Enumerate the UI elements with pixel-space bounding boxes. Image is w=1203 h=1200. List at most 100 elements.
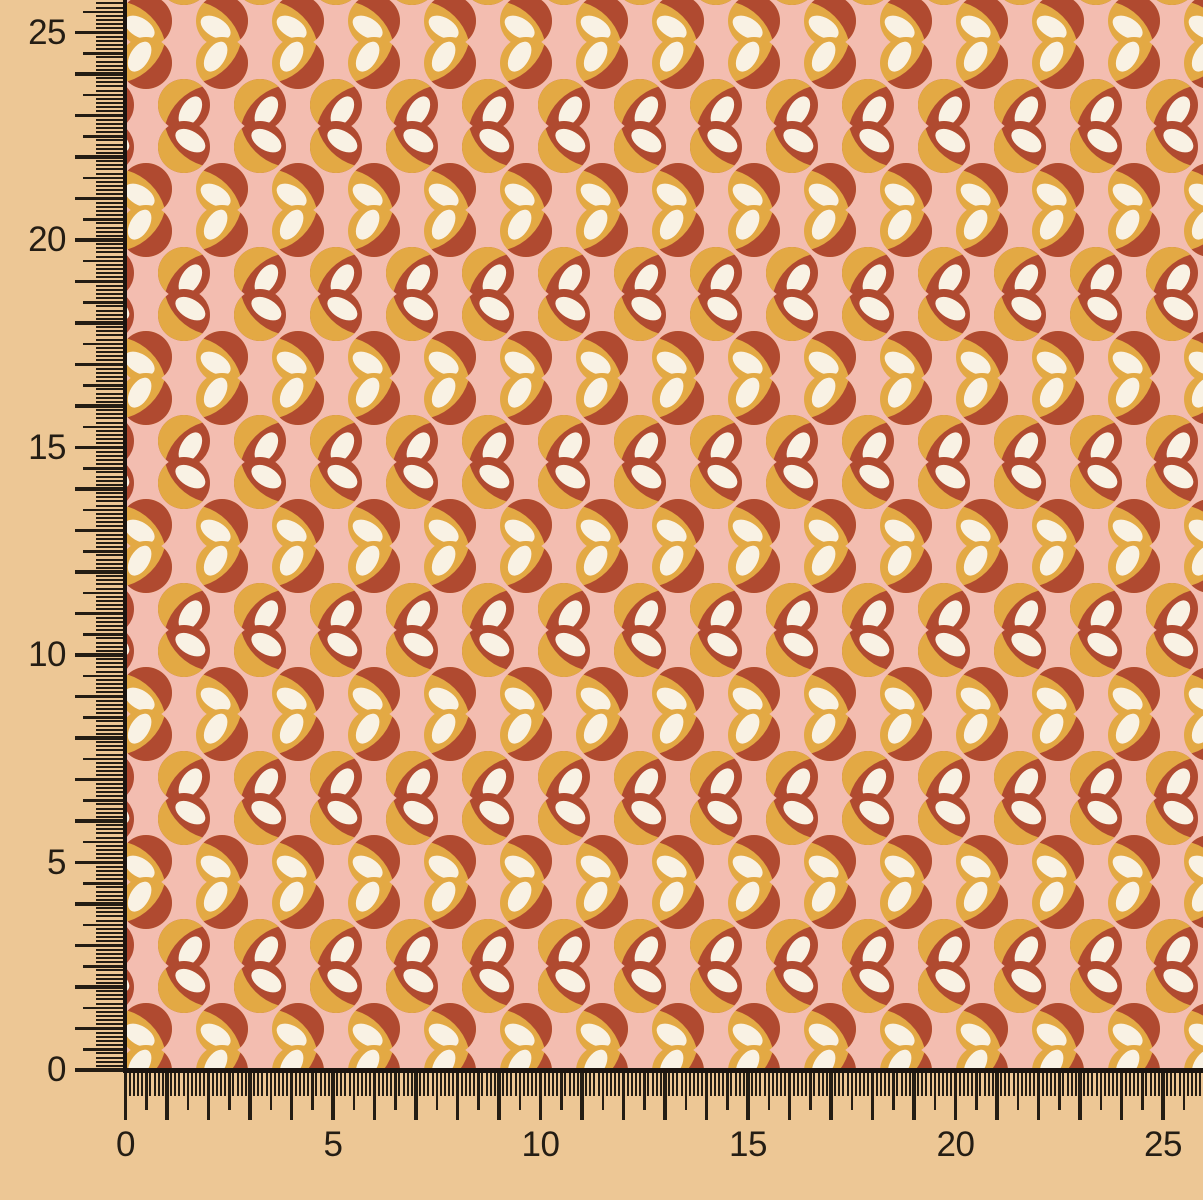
ruler-tick [83,923,123,926]
ruler-tick [966,1073,969,1096]
ruler-tick [123,1073,128,1120]
ruler-tick [771,1073,774,1096]
ruler-tick [468,1073,471,1096]
ruler-tick [958,1073,961,1096]
ruler-tick [75,487,123,491]
ruler-tick [75,1026,123,1031]
ruler-tick [157,1073,160,1096]
ruler-tick [755,1073,758,1096]
ruler-tick [659,1073,662,1096]
ruler-tick [344,1073,347,1096]
ruler-tick [83,965,123,968]
ruler-tick [946,1073,949,1096]
ruler-tick [75,1068,123,1072]
ruler-tick [859,1073,862,1096]
ruler-tick [96,504,123,507]
ruler-tick [406,1073,409,1096]
ruler-tick [576,1073,579,1096]
ruler-tick [464,1073,467,1096]
ruler-tick [1054,1073,1057,1096]
ruler-tick [1157,1073,1160,1096]
ruler-tick [96,936,123,939]
ruler-tick [75,902,123,906]
ruler-tick [651,1073,654,1096]
ruler-tick [96,263,123,266]
ruler-tick [96,919,123,922]
ruler-tick [365,1073,368,1096]
ruler-tick [1012,1073,1015,1096]
ruler-tick [867,1073,870,1096]
ruler-tick [96,247,123,250]
ruler-tick [96,2,123,5]
ruler-tick [1178,1073,1181,1096]
ruler-tick [1137,1073,1140,1096]
ruler-tick [96,683,123,686]
ruler-tick [1149,1073,1152,1096]
ruler-tick [96,720,123,723]
ruler-tick [96,600,123,603]
ruler-tick [96,836,123,839]
ruler-tick [96,616,123,619]
ruler-tick [568,1073,571,1096]
ruler-tick [96,1060,123,1063]
ruler-tick [1108,1073,1111,1096]
ruler-tick [257,1073,260,1096]
ruler-tick [96,541,123,544]
ruler-tick [83,135,123,138]
ruler-tick [398,1073,401,1096]
ruler-tick [427,1073,430,1096]
ruler-tick [96,139,123,142]
ruler-tick [96,533,123,536]
ruler-tick [83,508,123,511]
ruler-tick [854,1073,857,1096]
ruler-tick [96,251,123,254]
ruler-tick [787,1073,792,1120]
ruler-tick [96,168,123,171]
ruler-tick [875,1073,878,1096]
ruler-tick [96,122,123,125]
ruler-tick [96,803,123,806]
ruler-tick [195,1073,198,1096]
ruler-tick [298,1073,301,1096]
ruler-tick [170,1073,173,1096]
ruler-tick [1119,1073,1124,1120]
ruler-bottom-label-15: 15 [729,1125,767,1164]
ruler-tick [597,1073,600,1096]
ruler-tick [1074,1073,1077,1096]
ruler-tick [75,777,123,782]
ruler-tick [96,226,123,229]
ruler-tick [96,940,123,943]
ruler-tick [381,1073,384,1096]
ruler-tick [1016,1073,1019,1110]
ruler-tick [96,857,123,860]
ruler-tick [96,64,123,67]
ruler-tick [248,1073,252,1120]
ruler-tick [75,362,123,367]
ruler-tick [96,346,123,349]
ruler-tick [419,1073,422,1096]
ruler-tick [751,1073,754,1096]
ruler-tick [356,1073,359,1096]
ruler-tick [995,1073,999,1120]
ruler-tick [96,1015,123,1018]
ruler-tick [96,1064,123,1067]
ruler-tick [96,724,123,727]
ruler-tick [953,1073,958,1120]
ruler-tick [742,1073,745,1096]
ruler-tick [730,1073,733,1096]
ruler-tick [514,1073,517,1096]
ruler-tick [734,1073,737,1096]
ruler-tick [518,1073,521,1110]
ruler-tick [921,1073,924,1096]
ruler-tick [96,19,123,22]
ruler-tick [908,1073,911,1096]
ruler-tick [96,766,123,769]
ruler-tick [1186,1073,1189,1096]
ruler-tick [96,824,123,827]
ruler-tick [593,1073,596,1096]
ruler-tick [336,1073,339,1096]
ruler-tick [1112,1073,1115,1096]
ruler-tick [1095,1073,1098,1096]
ruler-tick [96,413,123,416]
